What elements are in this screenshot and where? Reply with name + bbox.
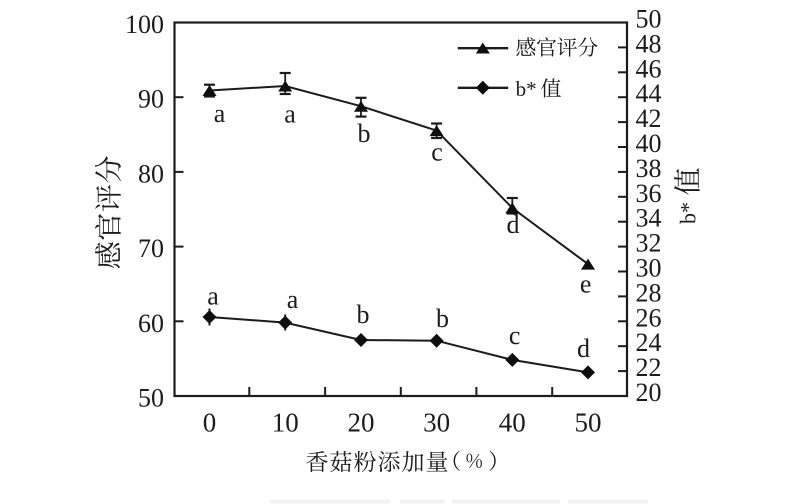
svg-text:20: 20 bbox=[348, 408, 375, 438]
svg-text:70: 70 bbox=[138, 234, 164, 263]
svg-text:d: d bbox=[507, 210, 520, 239]
svg-text:42: 42 bbox=[636, 104, 662, 133]
svg-text:a: a bbox=[287, 285, 299, 314]
svg-text:24: 24 bbox=[636, 328, 662, 357]
svg-text:22: 22 bbox=[636, 353, 662, 382]
svg-text:34: 34 bbox=[636, 204, 662, 233]
svg-text:26: 26 bbox=[636, 303, 662, 332]
svg-text:10: 10 bbox=[272, 408, 299, 438]
svg-text:b: b bbox=[357, 300, 370, 329]
svg-text:c: c bbox=[509, 321, 521, 350]
svg-text:20: 20 bbox=[636, 378, 662, 407]
svg-text:44: 44 bbox=[636, 79, 662, 108]
svg-text:100: 100 bbox=[125, 10, 164, 39]
svg-text:46: 46 bbox=[636, 54, 662, 83]
svg-text:60: 60 bbox=[138, 309, 164, 338]
svg-text:50: 50 bbox=[575, 408, 602, 438]
svg-text:b: b bbox=[358, 119, 371, 148]
svg-text:a: a bbox=[207, 281, 219, 310]
svg-text:30: 30 bbox=[423, 408, 450, 438]
svg-text:50: 50 bbox=[138, 384, 164, 413]
svg-text:40: 40 bbox=[636, 129, 662, 158]
svg-text:b*: b* bbox=[516, 77, 537, 101]
svg-text:e: e bbox=[580, 270, 592, 299]
svg-text:30: 30 bbox=[636, 254, 662, 283]
svg-text:48: 48 bbox=[636, 29, 662, 58]
svg-text:0: 0 bbox=[203, 408, 217, 438]
svg-text:28: 28 bbox=[636, 278, 662, 307]
svg-text:c: c bbox=[431, 138, 443, 167]
svg-text:80: 80 bbox=[138, 159, 164, 188]
svg-text:a: a bbox=[214, 99, 226, 128]
svg-text:50: 50 bbox=[636, 5, 662, 34]
svg-text:90: 90 bbox=[138, 85, 164, 114]
svg-text:a: a bbox=[284, 100, 296, 129]
svg-text:d: d bbox=[577, 334, 590, 363]
svg-text:32: 32 bbox=[636, 229, 662, 258]
svg-text:40: 40 bbox=[499, 408, 526, 438]
svg-text:b*: b* bbox=[676, 202, 701, 224]
svg-text:38: 38 bbox=[636, 154, 662, 183]
svg-text:b: b bbox=[436, 304, 449, 333]
svg-text:36: 36 bbox=[636, 179, 662, 208]
